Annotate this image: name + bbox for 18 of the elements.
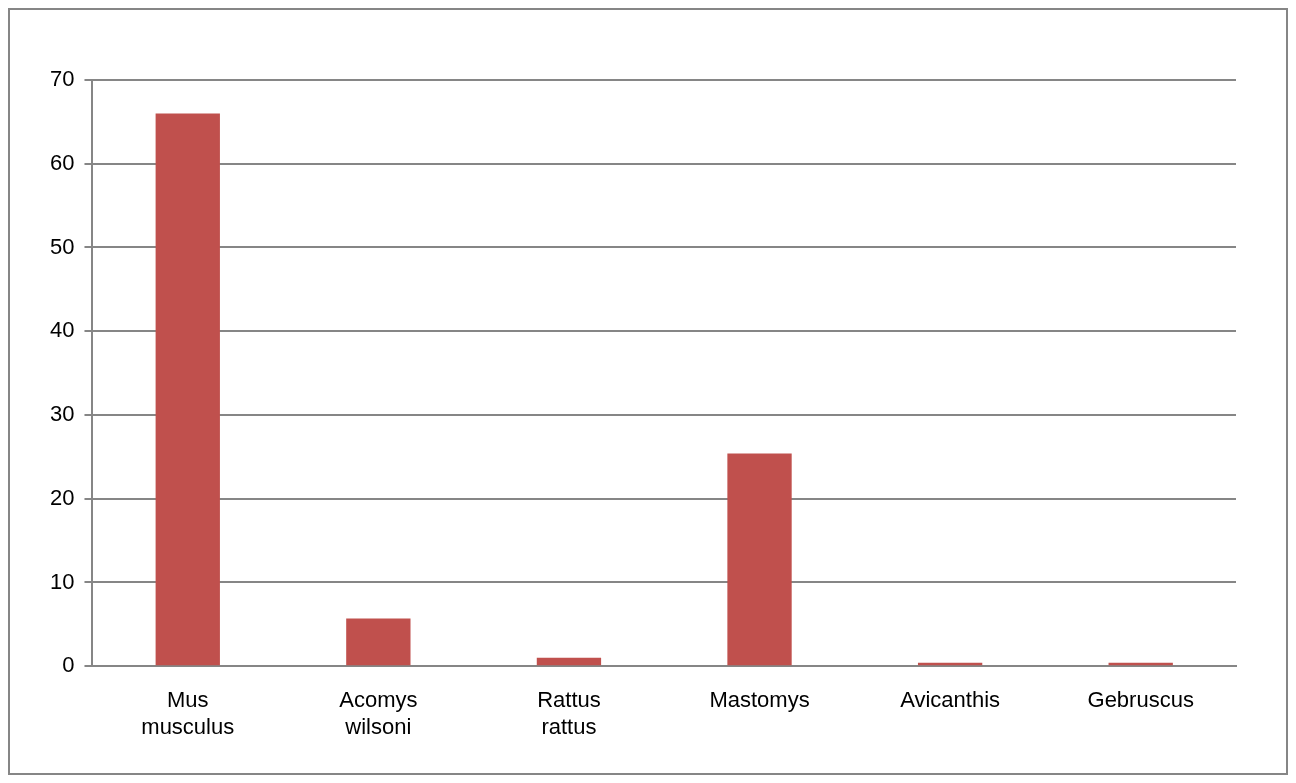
bar: [346, 618, 411, 666]
bar: [727, 453, 792, 666]
y-tick-label: 70: [49, 66, 75, 92]
bar: [155, 113, 220, 666]
x-tick-label: Avicanthis: [900, 687, 1001, 713]
y-tick-label: 30: [49, 401, 75, 427]
y-tick-label: 50: [49, 233, 75, 259]
bar: [536, 657, 602, 666]
y-tick-label: 60: [49, 149, 75, 175]
y-tick-label: 40: [49, 317, 75, 343]
y-tick-label: 10: [49, 568, 75, 594]
x-tick-label: Rattus rattus: [537, 687, 601, 739]
y-tick-label: 20: [49, 484, 75, 510]
x-tick-label: Gebruscus: [1087, 687, 1194, 713]
x-tick-label: Mastomys: [709, 687, 810, 713]
x-tick-label: Acomys wilsoni: [339, 687, 418, 739]
y-tick-label: 0: [62, 652, 75, 678]
x-tick-label: Mus musculus: [141, 687, 235, 739]
